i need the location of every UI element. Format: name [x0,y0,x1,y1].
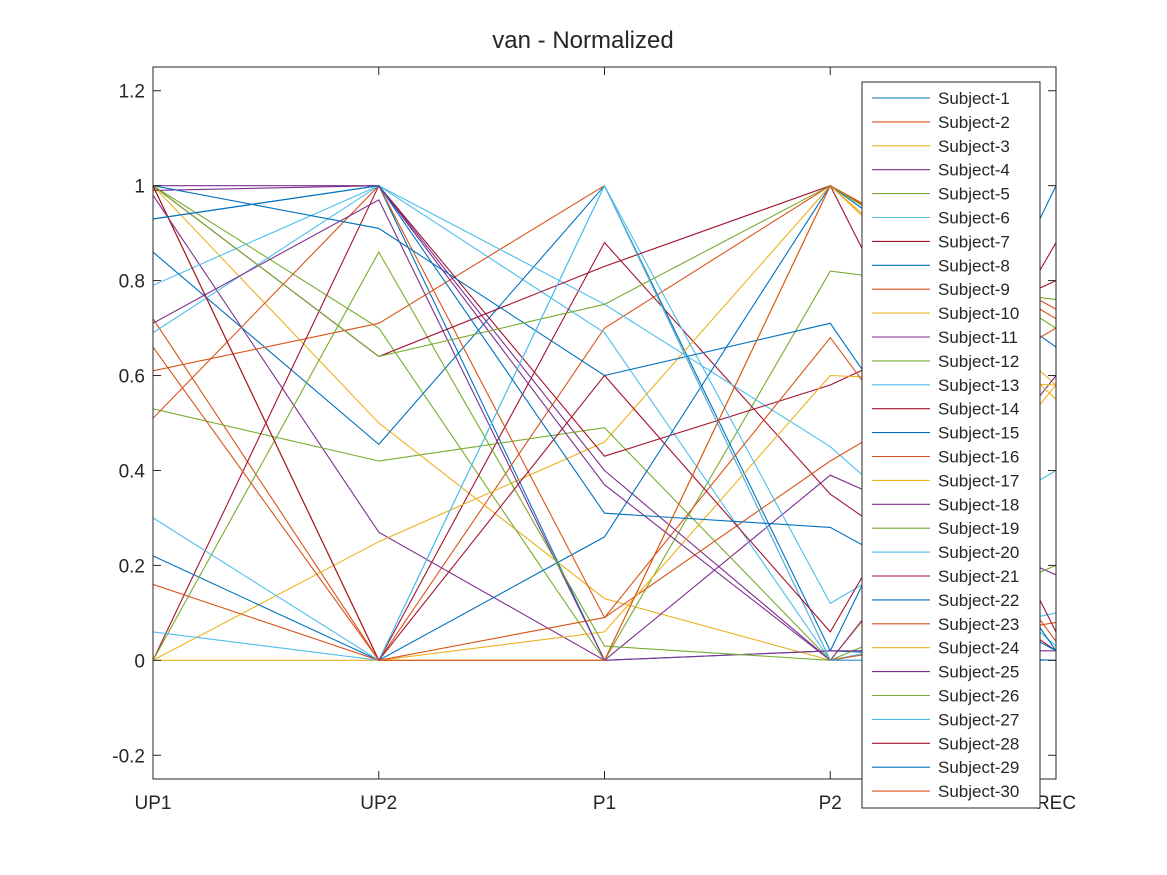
legend-label: Subject-8 [938,256,1010,275]
legend-item[interactable]: Subject-8 [872,256,1010,275]
x-tick-label: REC [1036,793,1076,814]
legend-item[interactable]: Subject-11 [872,328,1018,347]
legend-item[interactable]: Subject-2 [872,113,1010,132]
legend-label: Subject-15 [938,424,1019,443]
legend-label: Subject-6 [938,209,1010,228]
y-tick-label: 0.2 [119,556,145,577]
y-tick-label: 0.4 [119,461,146,482]
legend-label: Subject-23 [938,615,1019,634]
y-tick-label: -0.2 [112,746,145,767]
legend-item[interactable]: Subject-13 [872,376,1019,395]
legend-label: Subject-5 [938,185,1010,204]
legend-item[interactable]: Subject-5 [872,185,1010,204]
legend-item[interactable]: Subject-1 [872,89,1010,108]
legend-label: Subject-18 [938,495,1019,514]
y-tick-label: 0.6 [119,367,145,388]
x-tick-label: P1 [593,793,616,814]
legend-item[interactable]: Subject-14 [872,400,1019,419]
legend-label: Subject-7 [938,232,1010,251]
legend-label: Subject-30 [938,782,1019,801]
legend-label: Subject-4 [938,161,1010,180]
legend-item[interactable]: Subject-16 [872,448,1019,467]
legend-item[interactable]: Subject-7 [872,232,1010,251]
x-tick-label: P2 [819,793,842,814]
x-axis: UP1 UP2 P1 P2 REC [135,67,1076,814]
legend-label: Subject-17 [938,471,1019,490]
legend-label: Subject-2 [938,113,1010,132]
legend-item[interactable]: Subject-3 [872,137,1010,156]
legend-item[interactable]: Subject-19 [872,519,1019,538]
legend-item[interactable]: Subject-20 [872,543,1019,562]
legend-label: Subject-11 [938,328,1018,347]
y-tick-label: 0.8 [119,272,145,293]
legend-item[interactable]: Subject-28 [872,734,1019,753]
legend-label: Subject-26 [938,687,1019,706]
legend-item[interactable]: Subject-30 [872,782,1019,801]
legend-item[interactable]: Subject-10 [872,304,1019,323]
y-tick-label: 1 [134,177,145,198]
chart-title: van - Normalized [492,27,673,54]
legend-item[interactable]: Subject-26 [872,687,1019,706]
legend-label: Subject-25 [938,663,1019,682]
legend-label: Subject-28 [938,734,1019,753]
legend-label: Subject-24 [938,639,1019,658]
legend-item[interactable]: Subject-12 [872,352,1019,371]
legend-item[interactable]: Subject-23 [872,615,1019,634]
legend-label: Subject-9 [938,280,1010,299]
y-tick-label: 0 [134,651,145,672]
legend-label: Subject-3 [938,137,1010,156]
legend-label: Subject-13 [938,376,1019,395]
legend-item[interactable]: Subject-6 [872,209,1010,228]
legend-label: Subject-14 [938,400,1019,419]
legend-label: Subject-22 [938,591,1019,610]
legend-item[interactable]: Subject-4 [872,161,1010,180]
legend-item[interactable]: Subject-27 [872,710,1019,729]
legend-item[interactable]: Subject-21 [872,567,1019,586]
x-tick-label: UP2 [360,793,397,814]
legend-item[interactable]: Subject-24 [872,639,1019,658]
legend-label: Subject-21 [938,567,1019,586]
legend-item[interactable]: Subject-29 [872,758,1019,777]
legend-box [861,81,1041,809]
legend-label: Subject-10 [938,304,1019,323]
y-axis: -0.2 0 0.2 0.4 0.6 0.8 1 1.2 [112,82,1056,767]
y-tick-label: 1.2 [119,82,145,103]
legend-item[interactable]: Subject-18 [872,495,1019,514]
legend-item[interactable]: Subject-17 [872,471,1019,490]
legend-label: Subject-16 [938,448,1019,467]
x-tick-label: UP1 [135,793,172,814]
legend[interactable]: Subject-1 Subject-2 Subject-3 Subject-4 Subj… [861,81,1041,809]
legend-item[interactable]: Subject-22 [872,591,1019,610]
legend-label: Subject-29 [938,758,1019,777]
legend-label: Subject-20 [938,543,1019,562]
legend-label: Subject-19 [938,519,1019,538]
legend-label: Subject-1 [938,89,1010,108]
legend-item[interactable]: Subject-9 [872,280,1010,299]
legend-item[interactable]: Subject-25 [872,663,1019,682]
legend-item[interactable]: Subject-15 [872,424,1019,443]
legend-label: Subject-27 [938,710,1019,729]
legend-label: Subject-12 [938,352,1019,371]
